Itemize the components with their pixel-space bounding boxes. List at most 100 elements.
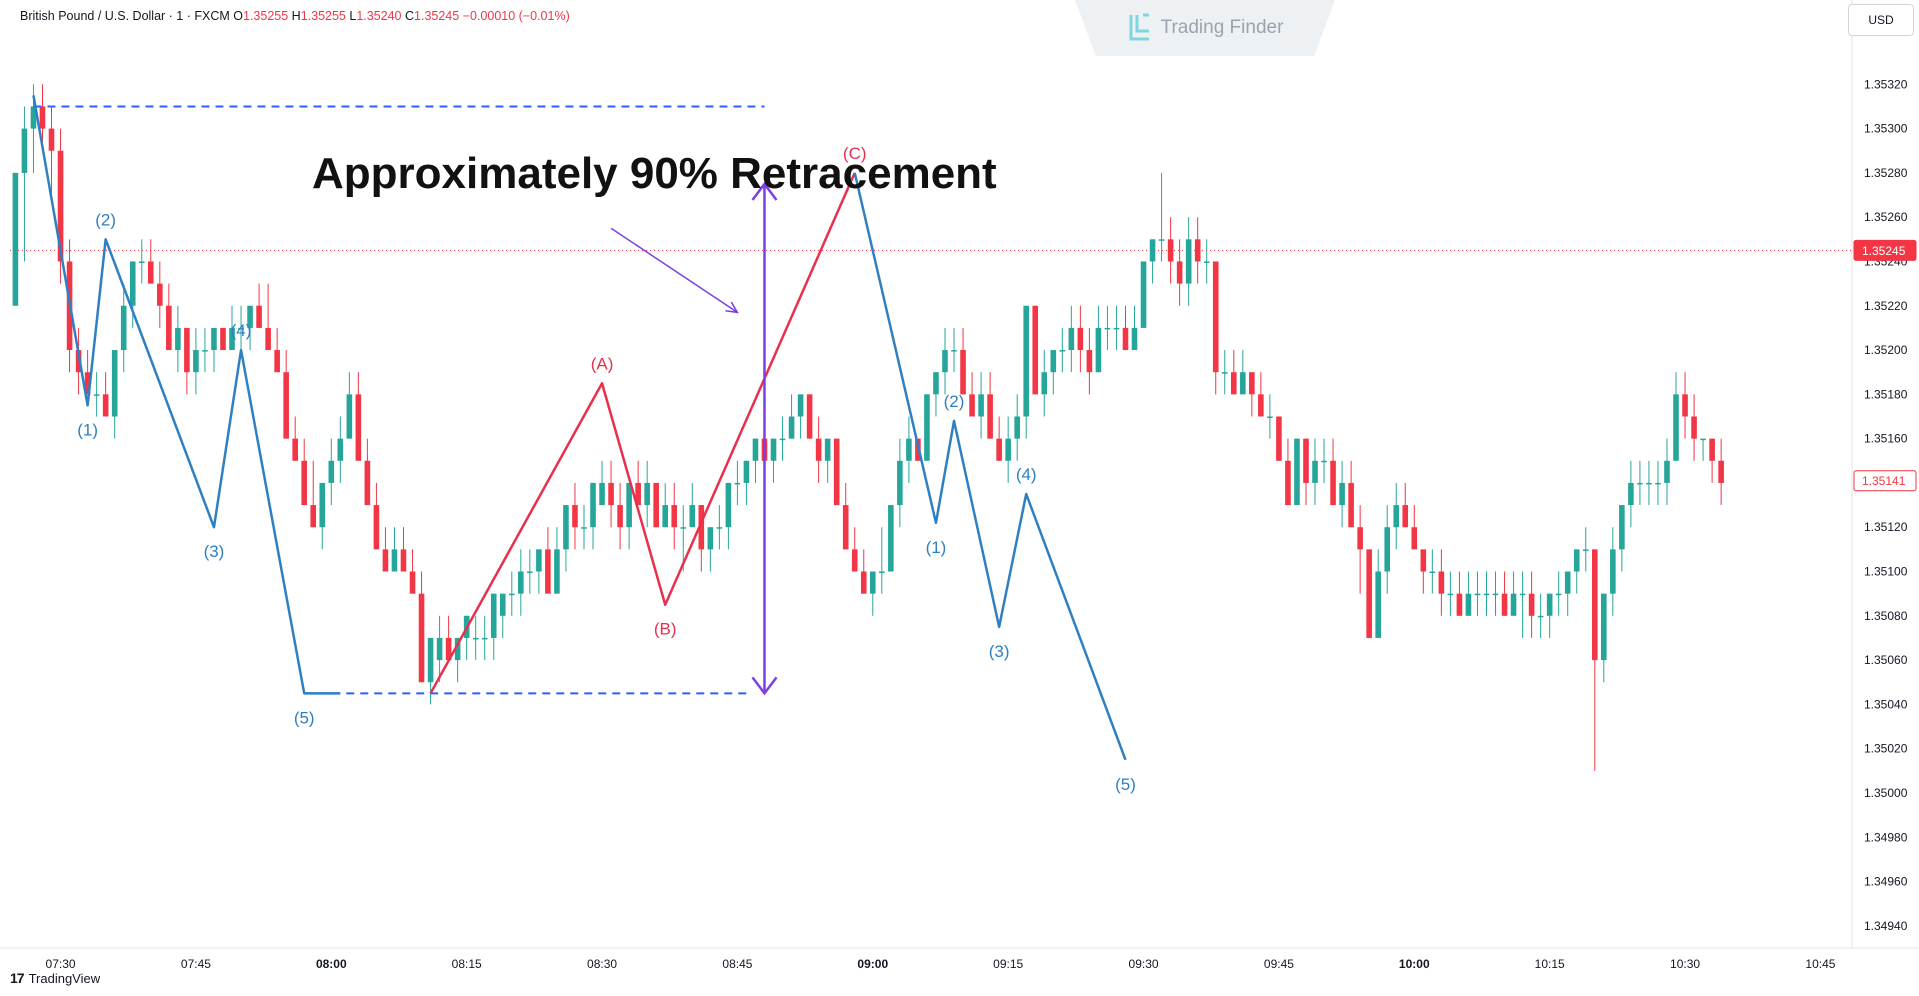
candle-body — [1023, 305, 1030, 417]
candle-down — [57, 128, 64, 284]
candle-up — [175, 305, 181, 373]
candle-body — [427, 637, 434, 683]
candle-body — [1267, 416, 1273, 418]
price-tick-label: 1.35320 — [1864, 77, 1908, 91]
candle-up — [1519, 571, 1526, 638]
candle-up — [1023, 305, 1030, 439]
candle-down — [1032, 305, 1039, 395]
candle-down — [960, 327, 966, 395]
candle-body — [662, 505, 669, 528]
candle-up — [1149, 239, 1156, 284]
candle-down — [617, 482, 623, 550]
candle-body — [508, 593, 515, 596]
candle-body — [373, 505, 380, 550]
candle-body — [102, 394, 109, 417]
candle-body — [1709, 438, 1715, 461]
tradingview-footer[interactable]: 17 TradingView — [10, 970, 100, 986]
candle-up — [1050, 350, 1057, 395]
candle-up — [427, 637, 434, 705]
candle-body — [644, 482, 650, 506]
candle-body — [1564, 571, 1571, 594]
high-value: 1.35255 — [300, 9, 346, 23]
candle-body — [960, 350, 966, 395]
candle-down — [274, 327, 280, 373]
candle-body — [93, 394, 100, 396]
candle-body — [698, 505, 705, 550]
candle-body — [1077, 327, 1084, 351]
candle-body — [924, 394, 930, 461]
candle-body — [1095, 327, 1102, 373]
candle-body — [1682, 394, 1688, 417]
symbol-name: British Pound / U.S. Dollar · 1 · FXCM — [20, 9, 230, 23]
candle-down — [1086, 327, 1093, 395]
candle-down — [1420, 549, 1427, 594]
candle-up — [897, 438, 903, 528]
candle-up — [1185, 217, 1192, 306]
time-tick-label: 10:00 — [1399, 957, 1430, 971]
candle-body — [1646, 482, 1652, 485]
candle-up — [1610, 527, 1616, 616]
candle-body — [1492, 593, 1499, 596]
candle-body — [626, 482, 632, 528]
candle-body — [734, 482, 741, 485]
currency-selector[interactable]: USD — [1848, 4, 1914, 36]
candle-down — [1176, 239, 1183, 306]
candle-up — [490, 593, 497, 661]
candle-body — [1420, 549, 1427, 572]
candle-body — [590, 482, 596, 528]
candle-body — [806, 394, 813, 439]
candle-up — [1555, 571, 1562, 616]
candle-body — [256, 305, 262, 328]
candle-up — [1104, 305, 1111, 351]
candle-down — [418, 571, 425, 683]
candle-down — [75, 327, 82, 395]
candle-body — [418, 593, 425, 683]
candle-body — [1637, 482, 1643, 485]
candle-up — [1339, 460, 1345, 528]
candle-body — [1555, 593, 1562, 596]
wave-label: (5) — [1115, 775, 1136, 794]
high-label: H — [291, 9, 301, 23]
candle-body — [987, 394, 993, 439]
candle-body — [1601, 593, 1607, 661]
candle-body — [1104, 327, 1111, 330]
candle-up — [1619, 505, 1625, 572]
candle-body — [572, 505, 578, 528]
candle-up — [1637, 460, 1643, 506]
candle-up — [518, 549, 524, 616]
candle-body — [671, 505, 678, 528]
candle-body — [860, 571, 867, 594]
candle-down — [48, 106, 55, 196]
candle-up — [1465, 571, 1472, 616]
candle-body — [120, 305, 127, 351]
candle-body — [436, 637, 443, 661]
price-tick-label: 1.35060 — [1864, 653, 1908, 667]
candle-body — [1573, 549, 1580, 572]
price-tick-label: 1.35280 — [1864, 166, 1908, 180]
candle-up — [1537, 593, 1544, 638]
candle-down — [1230, 350, 1237, 395]
tradingview-logo-icon: 17 — [10, 970, 25, 986]
candle-up — [508, 571, 515, 616]
candle-body — [1465, 593, 1472, 616]
candle-down — [1194, 217, 1201, 284]
candle-body — [1005, 438, 1011, 461]
candle-body — [1591, 549, 1598, 661]
candle-body — [1230, 372, 1237, 395]
candle-body — [797, 394, 804, 417]
candle-down — [860, 549, 867, 594]
candle-body — [752, 438, 759, 461]
candle-down — [671, 482, 678, 550]
candle-down — [292, 416, 298, 461]
price-tick-label: 1.35100 — [1864, 565, 1908, 579]
candle-body — [689, 505, 696, 528]
price-tick-label: 1.35220 — [1864, 299, 1908, 313]
candle-up — [1700, 438, 1706, 461]
candle-body — [933, 372, 939, 395]
candle-up — [716, 505, 723, 550]
candle-body — [30, 106, 37, 129]
candle-body — [21, 128, 28, 173]
candle-body — [1357, 527, 1363, 550]
